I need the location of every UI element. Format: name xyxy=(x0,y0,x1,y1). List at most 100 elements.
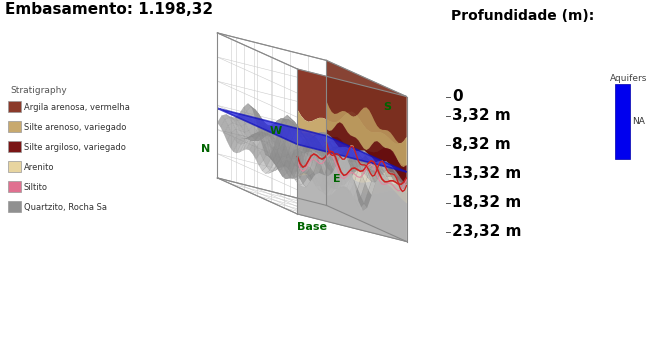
Text: 13,32 m: 13,32 m xyxy=(452,166,522,181)
Text: E: E xyxy=(333,174,340,184)
Polygon shape xyxy=(255,112,262,119)
Polygon shape xyxy=(351,183,359,201)
Polygon shape xyxy=(321,148,329,164)
Polygon shape xyxy=(276,128,283,147)
Polygon shape xyxy=(294,132,302,141)
Polygon shape xyxy=(361,162,368,178)
Polygon shape xyxy=(342,147,350,149)
Polygon shape xyxy=(245,117,253,131)
Text: N: N xyxy=(201,144,210,154)
Polygon shape xyxy=(311,155,318,161)
Polygon shape xyxy=(247,107,255,117)
Polygon shape xyxy=(320,132,328,135)
Polygon shape xyxy=(333,141,340,158)
Polygon shape xyxy=(291,149,299,154)
Polygon shape xyxy=(329,160,337,173)
Polygon shape xyxy=(363,164,371,168)
Polygon shape xyxy=(330,142,338,150)
Polygon shape xyxy=(310,157,318,176)
Text: Silte arenoso, variegado: Silte arenoso, variegado xyxy=(24,123,126,132)
Polygon shape xyxy=(250,136,257,141)
Polygon shape xyxy=(343,154,350,162)
Polygon shape xyxy=(293,158,301,171)
Polygon shape xyxy=(345,160,352,175)
Polygon shape xyxy=(255,132,262,135)
Polygon shape xyxy=(348,159,356,166)
Polygon shape xyxy=(305,166,312,181)
Bar xyxy=(615,84,630,159)
Polygon shape xyxy=(338,161,346,175)
Polygon shape xyxy=(291,154,299,159)
Polygon shape xyxy=(257,139,264,153)
Polygon shape xyxy=(363,166,370,172)
Polygon shape xyxy=(377,164,384,171)
Polygon shape xyxy=(340,158,348,181)
Polygon shape xyxy=(353,165,360,170)
Polygon shape xyxy=(292,171,300,177)
Polygon shape xyxy=(314,133,322,136)
Polygon shape xyxy=(344,162,352,180)
Polygon shape xyxy=(234,143,241,153)
Polygon shape xyxy=(327,137,335,143)
Polygon shape xyxy=(266,125,274,135)
Polygon shape xyxy=(301,132,309,143)
Polygon shape xyxy=(253,118,260,130)
Bar xyxy=(8,121,21,132)
Polygon shape xyxy=(299,150,306,154)
Polygon shape xyxy=(264,125,272,129)
Polygon shape xyxy=(361,183,369,204)
Polygon shape xyxy=(370,171,378,182)
Polygon shape xyxy=(286,177,293,179)
Polygon shape xyxy=(325,169,333,176)
Polygon shape xyxy=(374,161,382,163)
Polygon shape xyxy=(253,147,260,159)
Polygon shape xyxy=(261,135,269,145)
Polygon shape xyxy=(359,161,367,170)
Polygon shape xyxy=(277,156,285,164)
Polygon shape xyxy=(372,164,380,168)
Polygon shape xyxy=(313,135,321,145)
Polygon shape xyxy=(285,130,293,152)
Polygon shape xyxy=(285,120,293,133)
Polygon shape xyxy=(323,182,331,195)
Polygon shape xyxy=(382,172,389,180)
Polygon shape xyxy=(328,152,336,155)
Polygon shape xyxy=(300,171,307,184)
Polygon shape xyxy=(299,146,307,155)
Polygon shape xyxy=(327,167,335,187)
Polygon shape xyxy=(336,144,343,162)
Polygon shape xyxy=(274,136,282,144)
Polygon shape xyxy=(258,118,265,124)
Polygon shape xyxy=(312,136,319,143)
Polygon shape xyxy=(285,161,292,178)
Polygon shape xyxy=(379,168,386,178)
Polygon shape xyxy=(305,139,313,152)
Polygon shape xyxy=(322,152,329,155)
Polygon shape xyxy=(289,165,297,174)
Polygon shape xyxy=(369,177,376,195)
Polygon shape xyxy=(315,140,322,159)
Polygon shape xyxy=(344,156,352,159)
Polygon shape xyxy=(321,162,329,173)
Polygon shape xyxy=(331,159,338,172)
Polygon shape xyxy=(323,145,330,153)
Polygon shape xyxy=(389,164,397,173)
Polygon shape xyxy=(366,169,373,172)
Polygon shape xyxy=(355,153,362,162)
Polygon shape xyxy=(306,143,313,152)
Polygon shape xyxy=(297,135,407,186)
Polygon shape xyxy=(274,142,281,150)
Polygon shape xyxy=(230,117,238,121)
Polygon shape xyxy=(369,166,377,171)
Polygon shape xyxy=(265,123,273,133)
Polygon shape xyxy=(239,107,247,118)
Polygon shape xyxy=(350,153,358,156)
Polygon shape xyxy=(256,124,264,135)
Polygon shape xyxy=(342,153,350,164)
Polygon shape xyxy=(354,167,362,189)
Polygon shape xyxy=(295,178,303,184)
Polygon shape xyxy=(255,135,263,141)
Polygon shape xyxy=(335,147,342,150)
Polygon shape xyxy=(329,141,337,147)
Polygon shape xyxy=(242,138,250,139)
